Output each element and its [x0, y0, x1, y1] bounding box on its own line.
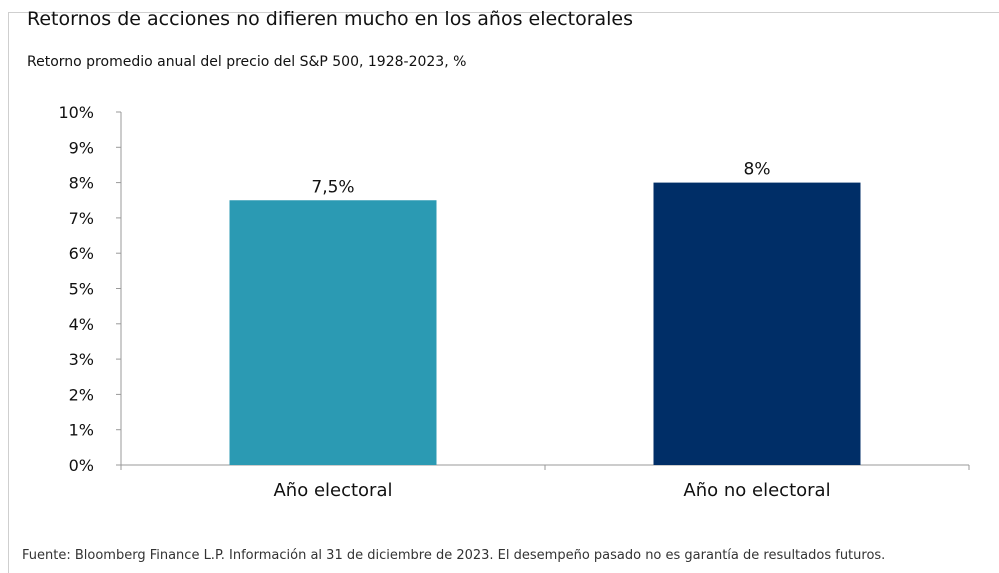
y-tick-label: 10%	[58, 103, 94, 122]
x-tick-label: Año electoral	[273, 480, 392, 501]
source-note: Fuente: Bloomberg Finance L.P. Informaci…	[22, 548, 886, 563]
y-tick-label: 4%	[69, 315, 94, 334]
x-tick-label: Año no electoral	[683, 480, 830, 501]
y-tick-label: 5%	[69, 280, 94, 299]
data-label: 7,5%	[311, 177, 354, 197]
bar	[229, 200, 437, 465]
y-tick-label: 9%	[69, 138, 94, 157]
y-tick-label: 7%	[69, 209, 94, 228]
y-tick-label: 3%	[69, 350, 94, 369]
y-tick-label: 1%	[69, 421, 94, 440]
chart-title: Retornos de acciones no difieren mucho e…	[27, 8, 634, 30]
y-tick-label: 2%	[69, 385, 94, 404]
bar	[653, 182, 861, 465]
y-tick-label: 8%	[69, 174, 94, 193]
chart-subtitle: Retorno promedio anual del precio del S&…	[27, 54, 467, 70]
data-label: 8%	[744, 160, 771, 180]
y-tick-label: 6%	[69, 244, 94, 263]
y-tick-label: 0%	[69, 456, 94, 475]
chart-frame	[8, 12, 999, 573]
